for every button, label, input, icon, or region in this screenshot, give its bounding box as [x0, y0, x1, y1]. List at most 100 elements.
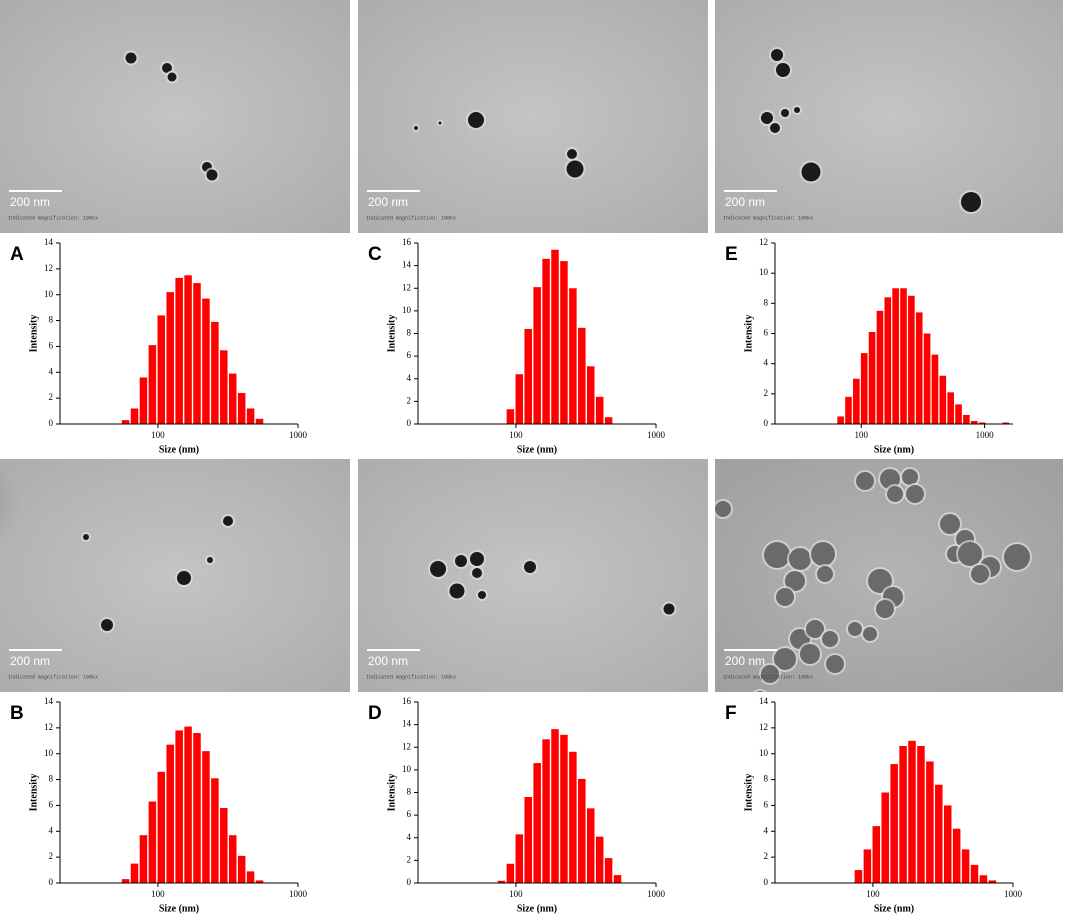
bar	[595, 396, 604, 424]
bar	[237, 855, 246, 883]
bar	[246, 871, 255, 883]
bar	[872, 826, 881, 883]
bar	[193, 733, 201, 883]
bar	[211, 778, 219, 883]
y-tick-label: 0	[407, 418, 412, 428]
scale-bar	[367, 649, 420, 651]
y-tick-label: 6	[407, 809, 412, 819]
bar	[211, 321, 219, 424]
y-tick-label: 6	[49, 340, 54, 350]
scale-bar	[724, 190, 777, 192]
particle	[438, 121, 442, 125]
particle	[848, 622, 862, 636]
y-tick-label: 8	[49, 774, 54, 784]
y-tick-label: 10	[44, 748, 54, 758]
micrograph-background	[0, 0, 350, 233]
bar	[908, 740, 916, 883]
smudge	[0, 469, 110, 589]
y-tick-label: 12	[402, 282, 411, 292]
x-tick-label: 100	[854, 430, 868, 440]
magnification: Indicated magnification: 100kx	[366, 215, 456, 221]
y-tick-label: 12	[759, 722, 768, 732]
y-tick-label: 2	[49, 392, 54, 402]
particle	[101, 619, 113, 631]
scale-bar-label: 200 nm	[10, 195, 50, 209]
bar	[884, 297, 892, 424]
bar	[166, 292, 174, 424]
bar	[184, 275, 192, 424]
y-tick-label: 10	[402, 305, 412, 315]
y-axis-label: Intensity	[28, 315, 39, 353]
y-tick-label: 10	[759, 267, 769, 277]
y-tick-label: 14	[402, 719, 412, 729]
magnification: Indicated magnification: 100kx	[723, 215, 813, 221]
x-tick-label: 1000	[289, 889, 308, 899]
scale-bar-label: 200 nm	[368, 654, 408, 668]
bar	[506, 409, 515, 424]
particle	[774, 648, 796, 670]
bar	[899, 745, 907, 883]
bar	[560, 734, 568, 883]
bar	[157, 315, 166, 424]
particle	[961, 192, 981, 212]
y-tick-label: 2	[764, 388, 769, 398]
bar	[868, 331, 876, 424]
y-tick-label: 10	[759, 748, 769, 758]
particle	[876, 600, 894, 618]
x-tick-label: 1000	[1004, 889, 1023, 899]
bar	[139, 835, 148, 883]
bar	[175, 277, 183, 424]
y-tick-label: 12	[44, 263, 53, 273]
particle	[800, 644, 820, 664]
bar	[908, 295, 915, 424]
particle	[776, 63, 790, 77]
y-tick-label: 8	[49, 315, 54, 325]
particle	[524, 561, 536, 573]
bar	[1002, 422, 1010, 424]
x-tick-label: 1000	[976, 430, 995, 440]
bar	[837, 416, 844, 424]
y-axis-label: Intensity	[743, 774, 754, 812]
bar	[175, 730, 183, 883]
micrograph: 200 nm Indicated magnification: 100kx	[358, 0, 708, 233]
x-axis-label: Size (nm)	[874, 444, 914, 455]
y-tick-label: 10	[402, 764, 412, 774]
bar	[524, 328, 532, 424]
particle	[567, 149, 577, 159]
y-tick-label: 0	[49, 418, 54, 428]
particle	[822, 631, 838, 647]
magnification: Indicated magnification: 100kx	[723, 674, 813, 680]
bar	[586, 366, 595, 424]
particle	[771, 49, 783, 61]
bar	[853, 378, 860, 424]
x-tick-label: 100	[509, 430, 523, 440]
particle	[856, 472, 874, 490]
bar	[255, 418, 264, 424]
bar	[542, 739, 550, 883]
particle	[468, 112, 484, 128]
scale-bar-label: 200 nm	[368, 195, 408, 209]
particle	[430, 561, 446, 577]
particle	[478, 591, 486, 599]
bar	[515, 374, 524, 424]
bar	[202, 751, 210, 883]
x-tick-label: 100	[509, 889, 523, 899]
x-axis-label: Size (nm)	[517, 444, 557, 455]
scale-bar	[367, 190, 420, 192]
particle	[806, 620, 824, 638]
bar	[220, 808, 228, 883]
bar	[255, 880, 264, 883]
y-tick-label: 12	[402, 741, 411, 751]
y-tick-label: 6	[764, 328, 769, 338]
magnification: Indicated magnification: 100kx	[8, 674, 98, 680]
x-axis-label: Size (nm)	[159, 444, 199, 455]
bar	[939, 375, 947, 424]
particle	[902, 469, 918, 485]
bar	[569, 751, 577, 883]
bar	[970, 864, 979, 883]
bar	[184, 726, 192, 883]
y-axis-label: Intensity	[386, 315, 397, 353]
bar	[935, 784, 943, 883]
particle	[223, 516, 233, 526]
y-axis-label: Intensity	[386, 774, 397, 812]
